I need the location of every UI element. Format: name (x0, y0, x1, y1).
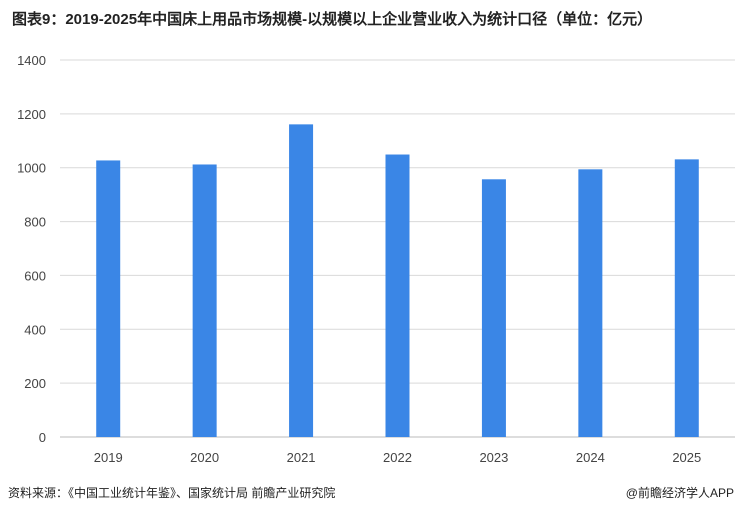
y-tick-label: 1000 (17, 161, 46, 176)
y-tick-label: 0 (39, 430, 46, 445)
y-tick-label: 1200 (17, 107, 46, 122)
bar-2021 (289, 124, 314, 437)
bar-2022 (385, 154, 410, 437)
y-tick-label: 800 (24, 215, 46, 230)
y-tick-label: 400 (24, 322, 46, 337)
chart-title: 图表9：2019-2025年中国床上用品市场规模-以规模以上企业营业收入为统计口… (12, 11, 653, 28)
x-tick-label: 2024 (576, 450, 605, 465)
y-tick-label: 1400 (17, 53, 46, 68)
bar-2024 (578, 169, 603, 437)
x-tick-label: 2023 (479, 450, 508, 465)
bar-2023 (481, 179, 506, 437)
x-tick-label: 2022 (383, 450, 412, 465)
bar-2025 (674, 159, 699, 437)
brand-label: @前瞻经济学人APP (625, 486, 734, 500)
y-tick-label: 600 (24, 268, 46, 283)
source-note: 资料来源：《中国工业统计年鉴》、国家统计局 前瞻产业研究院 (8, 486, 336, 500)
x-tick-label: 2025 (672, 450, 701, 465)
x-tick-label: 2019 (94, 450, 123, 465)
y-tick-label: 200 (24, 376, 46, 391)
x-tick-label: 2021 (287, 450, 316, 465)
bar-2019 (96, 160, 121, 437)
x-tick-label: 2020 (190, 450, 219, 465)
bar-2020 (192, 164, 217, 438)
